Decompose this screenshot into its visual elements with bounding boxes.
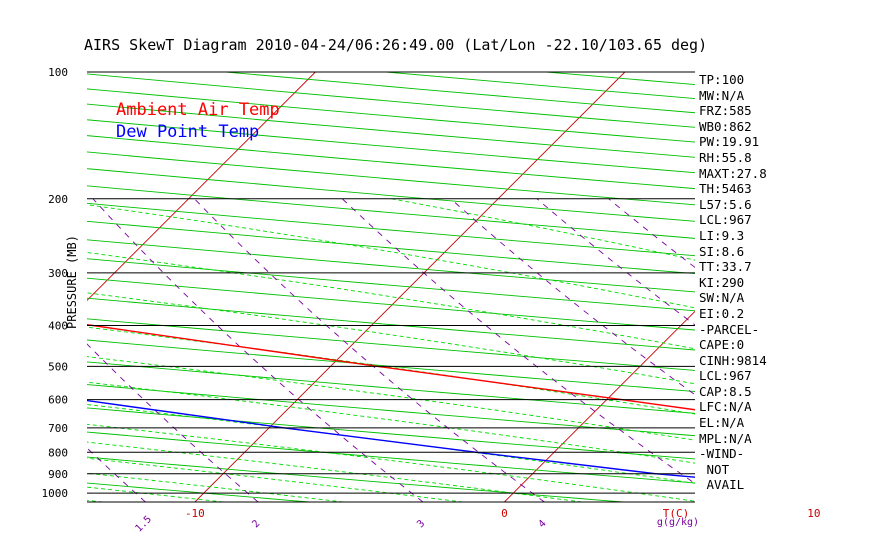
index-cap: CAP:8.5 — [699, 383, 752, 399]
pressure-tick-label: 600 — [48, 394, 68, 407]
wind-header: -WIND- — [699, 446, 745, 462]
index-maxt: MAXT:27.8 — [699, 165, 767, 181]
mixing-ratio-line — [87, 343, 259, 502]
moist-adiabat-line — [391, 198, 695, 261]
pressure-tick-label: 300 — [48, 267, 68, 280]
moist-adiabat-line — [87, 441, 582, 502]
mixing-ratio-label: 4 — [537, 518, 549, 530]
stability-indices-panel: TP:100 MW:N/A FRZ:585 WB0:862 PW:19.91 R… — [699, 72, 767, 493]
index-li: LI:9.3 — [699, 227, 745, 243]
mixing-ratio-label: 1.5 — [133, 514, 154, 535]
temperature-unit-label: T(C) — [663, 507, 690, 520]
legend-dew-point-temp: Dew Point Temp — [116, 122, 260, 142]
mixing-ratio-line — [816, 199, 870, 502]
mixing-ratio-label: 2 — [250, 518, 262, 530]
isotherm-line — [0, 72, 6, 502]
dry-adiabat-line — [225, 72, 695, 114]
index-ei: EI:0.2 — [699, 305, 745, 321]
index-lcl: LCL:967 — [699, 212, 752, 228]
pressure-tick-label: 500 — [48, 360, 68, 373]
mixing-ratio-line — [536, 198, 695, 326]
parcel-header: -PARCEL- — [699, 321, 760, 337]
index-lfc: LFC:N/A — [699, 399, 752, 415]
index-cinh: CINH:9814 — [699, 352, 767, 368]
y-axis-label: PRESSURE (MB) — [65, 235, 79, 329]
index-mpl: MPL:N/A — [699, 430, 752, 446]
moist-adiabats — [87, 198, 695, 502]
index-el: EL:N/A — [699, 415, 745, 431]
dry-adiabat-line — [87, 202, 695, 257]
mixing-ratio-line — [92, 198, 424, 502]
index-mw: MW:N/A — [699, 87, 745, 103]
mixing-ratio-line — [450, 198, 695, 396]
mixing-ratio-lines — [87, 198, 870, 502]
moist-adiabat-line — [87, 381, 695, 464]
mixing-ratio-unit-label: g(g/kg) — [657, 517, 699, 528]
index-pw: PW:19.91 — [699, 134, 760, 150]
bottom-temperature-labels: -50-40-30-20-100102030 — [185, 507, 821, 520]
moist-adiabat-line — [87, 326, 695, 415]
dry-adiabat-line — [87, 384, 695, 437]
index-tp: TP:100 — [699, 72, 745, 87]
bottom-temperature-label: 10 — [807, 507, 820, 520]
pressure-tick-label: 900 — [48, 468, 68, 481]
isobars — [87, 71, 695, 503]
isotherm-line — [814, 72, 870, 502]
pressure-tick-label: 700 — [48, 422, 68, 435]
dry-adiabat-line — [87, 361, 695, 414]
chart-title: AIRS SkewT Diagram 2010-04-24/06:26:49.0… — [84, 36, 708, 54]
pressure-tick-label: 100 — [48, 66, 68, 79]
dry-adiabat-line — [87, 431, 695, 484]
plot-area — [0, 72, 870, 502]
pressure-tick-label: 800 — [48, 446, 68, 459]
wind-avail: AVAIL — [699, 477, 745, 493]
index-tt: TT:33.7 — [699, 259, 752, 275]
index-l57: L57:5.6 — [699, 196, 752, 212]
pressure-tick-label: 200 — [48, 193, 68, 206]
index-ki: KI:290 — [699, 274, 745, 290]
pressure-tick-label: 1000 — [42, 487, 69, 500]
dry-adiabats — [87, 72, 695, 502]
moist-adiabat-line — [87, 204, 695, 309]
pressure-tick-labels: 100 200 300 400 500 600 700 800 900 1000 — [42, 66, 69, 500]
moist-adiabat-line — [87, 356, 695, 441]
index-frz: FRZ:585 — [699, 103, 752, 119]
index-cape: CAPE:0 — [699, 337, 745, 353]
bottom-temperature-label: 0 — [501, 507, 508, 520]
legend-ambient-air-temp: Ambient Air Temp — [116, 100, 280, 120]
dry-adiabat-line — [87, 239, 695, 293]
mixing-ratio-label: 3 — [415, 518, 427, 530]
index-th: TH:5463 — [699, 181, 752, 197]
moist-adiabat-line — [87, 404, 695, 484]
dry-adiabat-line — [87, 220, 695, 275]
index-rh: RH:55.8 — [699, 149, 752, 165]
wind-not: NOT — [699, 461, 730, 477]
moist-adiabat-line — [87, 251, 695, 350]
mixing-ratio-line — [341, 198, 695, 485]
isotherm-line — [504, 310, 695, 502]
index-si: SI:8.6 — [699, 243, 745, 259]
dry-adiabat-line — [87, 456, 624, 502]
moist-adiabat-line — [87, 486, 224, 502]
mixing-ratio-line — [87, 447, 146, 502]
index-parcel-lcl: LCL:967 — [699, 368, 752, 384]
bottom-temperature-label: -10 — [185, 507, 205, 520]
index-sw: SW:N/A — [699, 290, 745, 306]
index-wb0: WB0:862 — [699, 118, 752, 134]
moist-adiabat-line — [87, 423, 695, 502]
isotherm-line — [87, 72, 316, 302]
pressure-tick-label: 400 — [48, 320, 68, 333]
